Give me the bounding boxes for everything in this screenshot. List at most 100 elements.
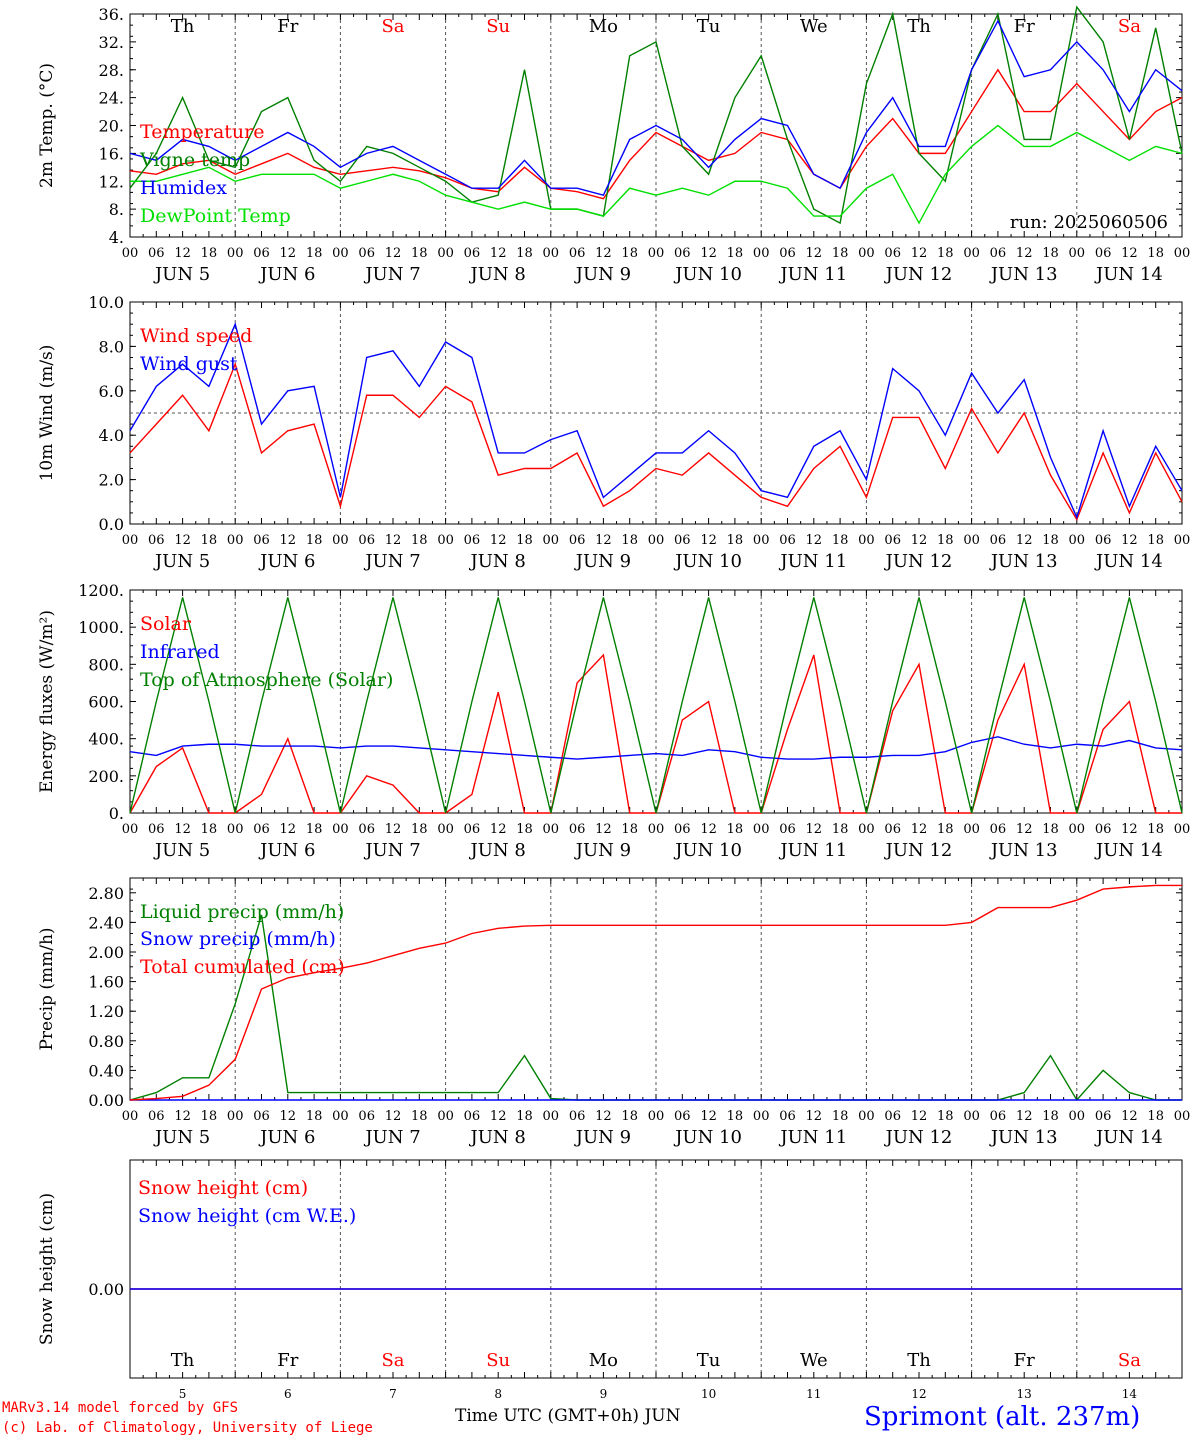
hour-label: 06: [569, 246, 586, 261]
date-label: JUN 11: [778, 840, 847, 861]
y-tick-label: 1.20: [88, 1002, 124, 1021]
date-label: JUN 12: [884, 551, 953, 572]
hour-label: 18: [937, 1109, 954, 1124]
hour-label: 06: [358, 246, 375, 261]
hour-label: 18: [937, 533, 954, 548]
hour-label: 12: [806, 1109, 823, 1124]
hour-label: 06: [464, 533, 481, 548]
date-label: JUN 13: [989, 840, 1058, 861]
day-number: 10: [701, 1387, 716, 1401]
hour-label: 18: [621, 246, 638, 261]
hour-label: 00: [1069, 533, 1086, 548]
hour-label: 12: [595, 246, 612, 261]
date-label: JUN 14: [1094, 840, 1163, 861]
hour-label: 00: [1174, 246, 1191, 261]
hour-label: 06: [253, 1109, 270, 1124]
date-label: JUN 11: [778, 551, 847, 572]
hour-label: 00: [1174, 822, 1191, 837]
day-name: Sa: [1118, 16, 1141, 37]
hour-label: 18: [411, 533, 428, 548]
date-label: JUN 5: [153, 551, 210, 572]
day-number: 5: [179, 1387, 187, 1401]
hour-label: 00: [543, 246, 560, 261]
y-tick-label: 12.: [99, 172, 124, 191]
series-line-total-cumulated-cm-: [129, 884, 1182, 1101]
day-name: Su: [486, 1350, 510, 1371]
date-label: JUN 11: [778, 264, 847, 285]
hour-label: 12: [385, 822, 402, 837]
run-label: run: 2025060506: [1010, 212, 1168, 233]
hour-label: 12: [490, 533, 507, 548]
series-line-infrared: [129, 736, 1183, 760]
hour-label: 18: [1147, 246, 1164, 261]
date-label: JUN 7: [363, 551, 420, 572]
hour-label: 06: [674, 822, 691, 837]
hour-label: 06: [358, 822, 375, 837]
y-axis-label: Snow height (cm): [37, 1193, 57, 1345]
hour-label: 12: [385, 533, 402, 548]
hour-label: 06: [674, 1109, 691, 1124]
date-label: JUN 14: [1094, 264, 1163, 285]
day-name: Su: [486, 16, 510, 37]
hour-label: 06: [253, 822, 270, 837]
day-name: Sa: [381, 1350, 404, 1371]
hour-label: 18: [832, 1109, 849, 1124]
hour-label: 00: [332, 246, 349, 261]
hour-label: 06: [990, 246, 1007, 261]
day-name: Fr: [1014, 1350, 1035, 1371]
hour-label: 00: [543, 533, 560, 548]
date-label: JUN 9: [574, 551, 631, 572]
hour-label: 12: [595, 822, 612, 837]
hour-label: 18: [621, 1109, 638, 1124]
hour-label: 12: [174, 533, 191, 548]
day-name: Th: [171, 1350, 195, 1371]
date-label: JUN 13: [989, 264, 1058, 285]
hour-label: 00: [437, 822, 454, 837]
hour-label: 12: [911, 822, 928, 837]
hour-label: 06: [779, 246, 796, 261]
hour-label: 06: [358, 1109, 375, 1124]
hour-label: 06: [569, 822, 586, 837]
y-axis-label: 10m Wind (m/s): [37, 345, 57, 482]
hour-label: 18: [832, 246, 849, 261]
legend-entry: Infrared: [140, 641, 220, 663]
legend-entry: Solar: [140, 613, 192, 635]
day-name: Fr: [277, 16, 298, 37]
series-line-top-of-atmosphere-solar-: [129, 597, 1183, 814]
hour-label: 12: [1121, 822, 1138, 837]
legend-entry: Snow precip (mm/h): [140, 928, 336, 950]
hour-label: 18: [1042, 822, 1059, 837]
hour-label: 12: [1016, 1109, 1033, 1124]
y-tick-label: 6.0: [99, 382, 124, 401]
y-tick-label: 36.: [99, 5, 124, 24]
day-number: 7: [389, 1387, 397, 1401]
day-name: Fr: [1014, 16, 1035, 37]
day-number: 6: [284, 1387, 292, 1401]
hour-label: 18: [1147, 1109, 1164, 1124]
y-tick-label: 2.40: [88, 913, 124, 932]
y-tick-label: 1.60: [88, 973, 124, 992]
y-tick-label: 0.00: [88, 1280, 124, 1299]
hour-label: 18: [201, 822, 218, 837]
y-tick-label: 4.0: [99, 426, 124, 445]
y-tick-label: 200.: [88, 767, 124, 786]
hour-label: 06: [990, 1109, 1007, 1124]
hour-label: 12: [1121, 533, 1138, 548]
y-tick-label: 20.: [99, 117, 124, 136]
day-name: Th: [171, 16, 195, 37]
hour-label: 00: [753, 1109, 770, 1124]
hour-label: 12: [911, 533, 928, 548]
hour-label: 00: [122, 533, 139, 548]
hour-label: 00: [227, 533, 244, 548]
date-label: JUN 6: [258, 840, 315, 861]
y-tick-label: 24.: [99, 89, 124, 108]
hour-label: 12: [700, 246, 717, 261]
y-tick-label: 0.0: [99, 515, 124, 534]
hour-label: 18: [1147, 533, 1164, 548]
hour-label: 06: [358, 533, 375, 548]
hour-label: 06: [674, 246, 691, 261]
date-label: JUN 7: [363, 840, 420, 861]
date-label: JUN 5: [153, 1127, 210, 1148]
hour-label: 18: [516, 533, 533, 548]
